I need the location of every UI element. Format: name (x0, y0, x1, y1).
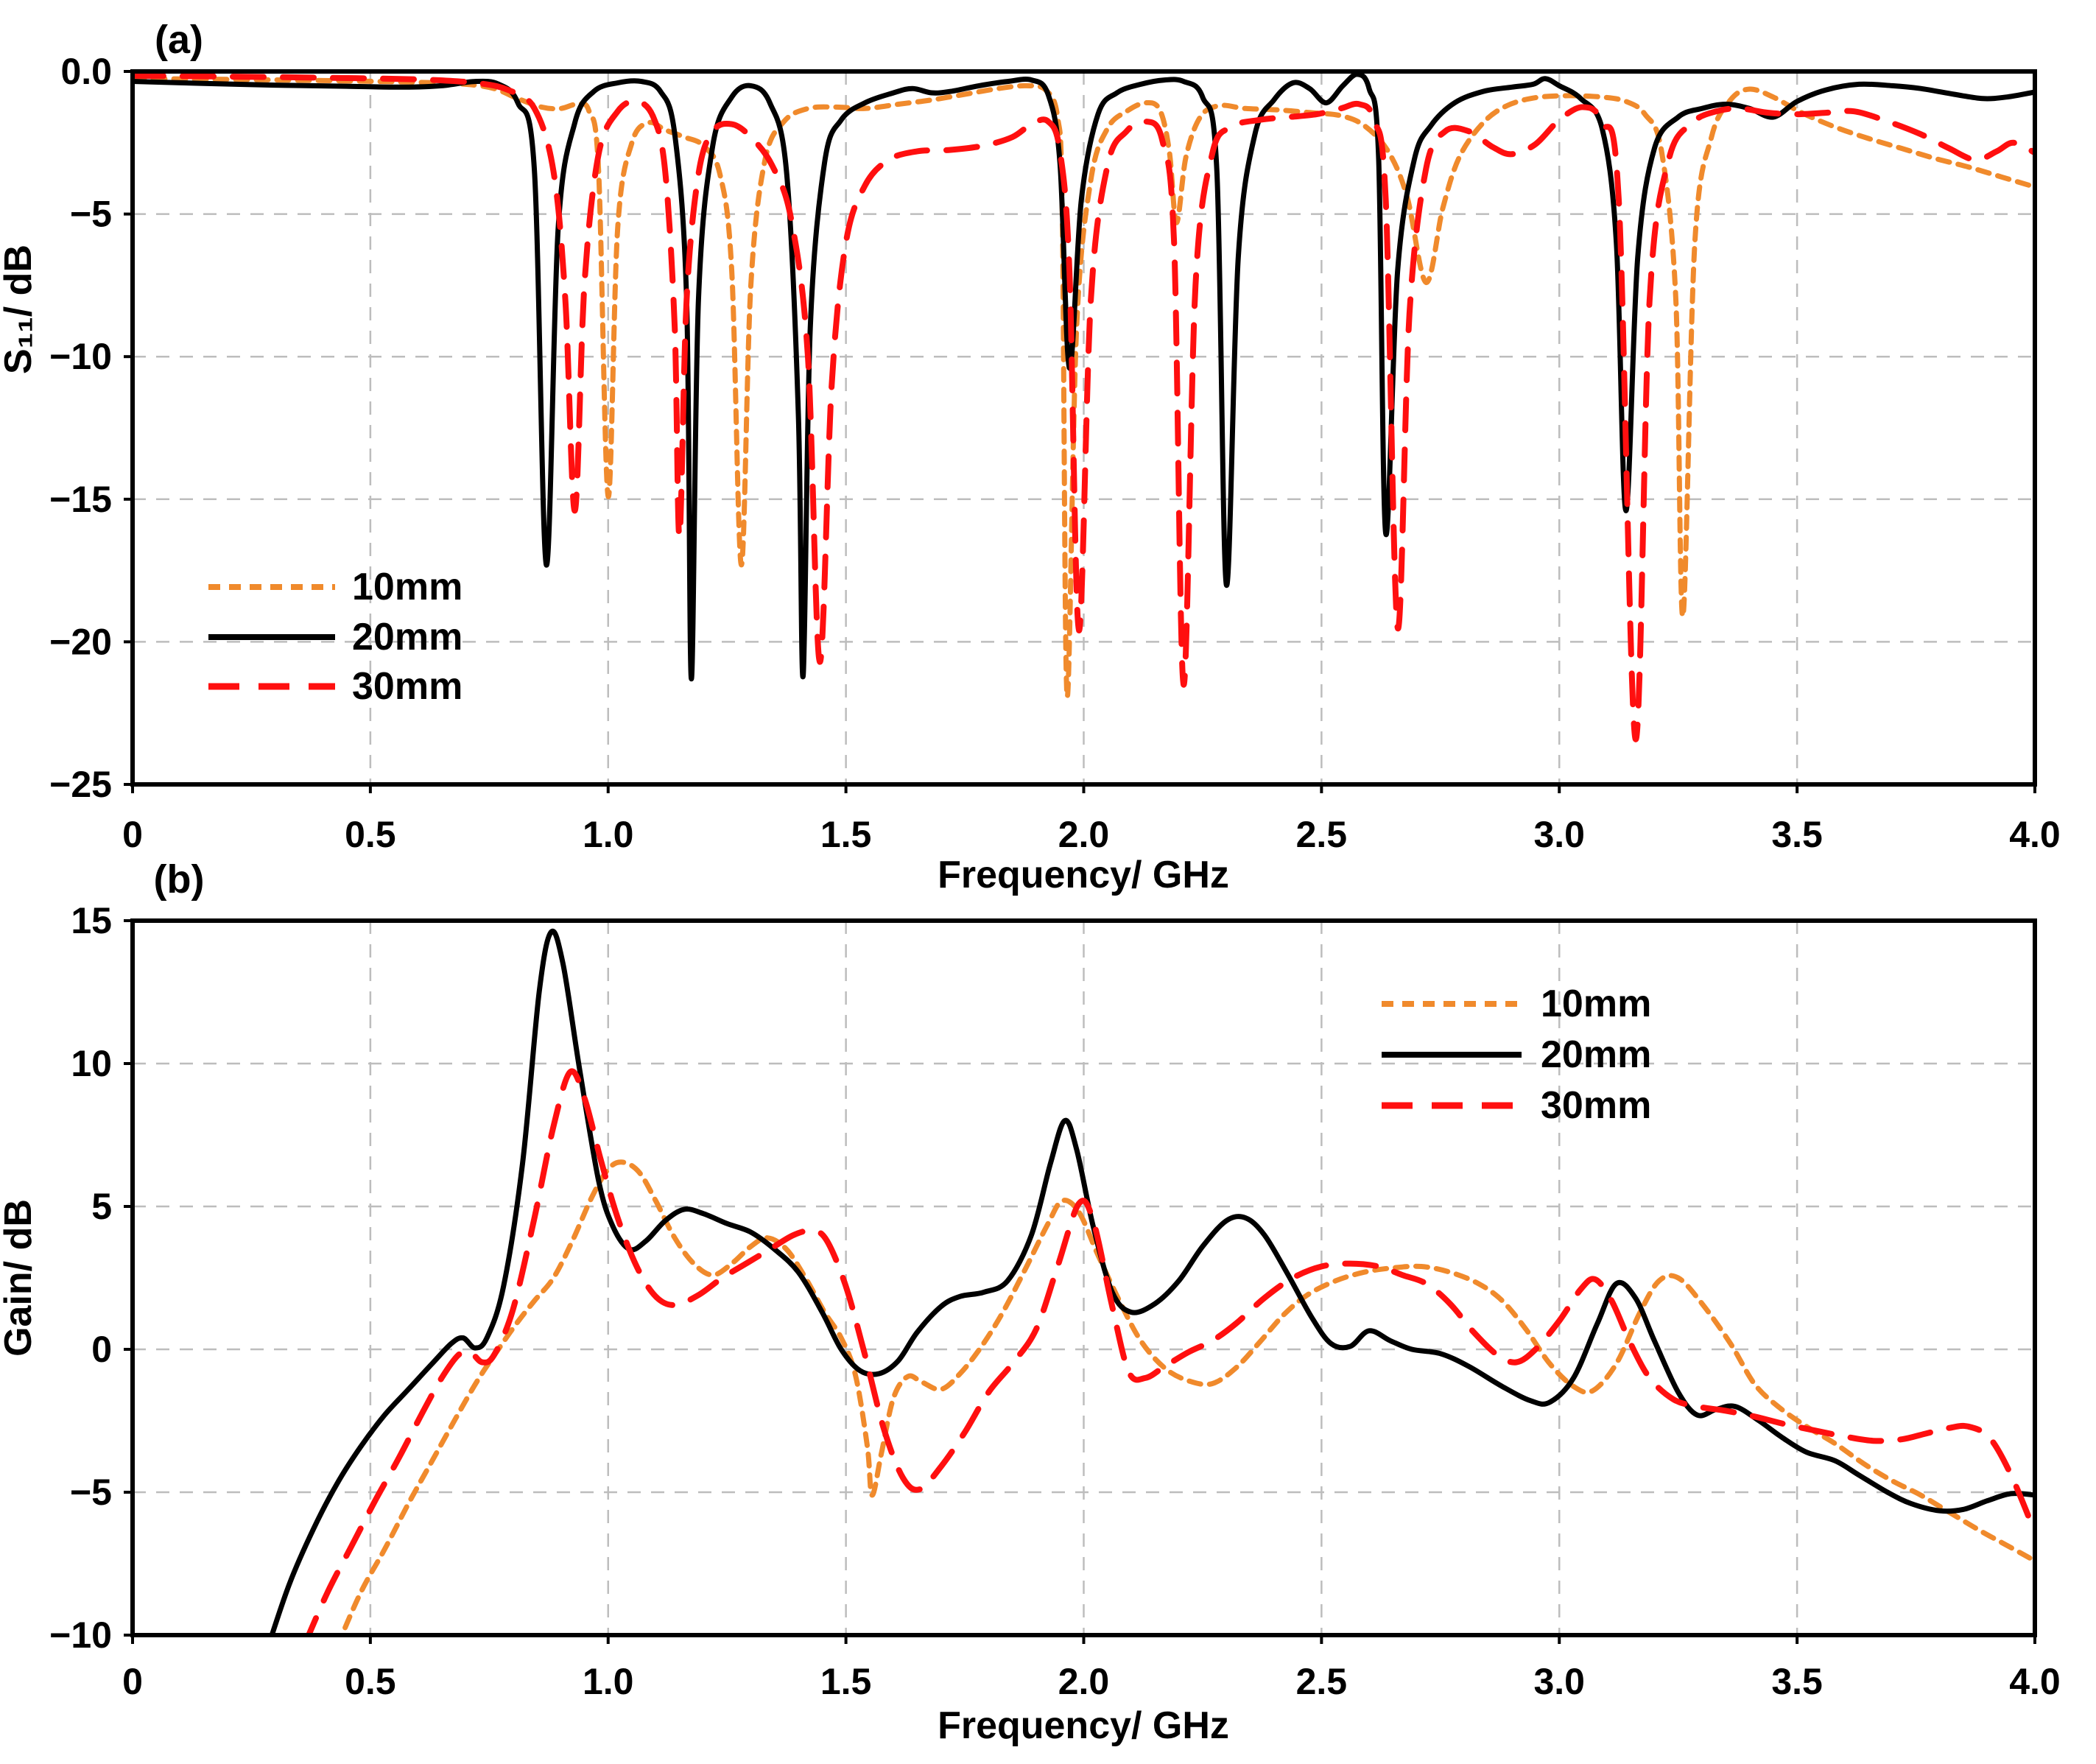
series-line-30mm (133, 72, 2035, 742)
x-tick-label: 2.5 (1296, 814, 1348, 855)
series-group (269, 928, 2035, 1635)
gridlines (133, 71, 2035, 784)
y-axis-title: S₁₁/ dB (0, 245, 40, 374)
legend-label-30mm: 30mm (352, 665, 463, 708)
legend-label-10mm: 10mm (1541, 983, 1651, 1025)
chart-gain: 0 0.5 1.0 1.5 2.0 2.5 3.0 3.5 4.0 15 10 5 0 −5 −10 Freq… (0, 857, 2061, 1747)
legend: 10mm 20mm 30mm (208, 566, 463, 708)
legend-label-10mm: 10mm (352, 566, 463, 608)
y-tick-label: 5 (91, 1186, 112, 1227)
y-tick-label: −10 (49, 336, 112, 377)
legend-label-20mm: 20mm (1541, 1033, 1651, 1076)
gridlines (133, 921, 2035, 1635)
y-tick-label: −25 (49, 764, 112, 805)
y-tick-label: 15 (71, 900, 112, 941)
y-tick-label: 10 (71, 1043, 112, 1084)
x-tick-label: 2.0 (1058, 814, 1110, 855)
x-tick-label: 1.5 (820, 814, 872, 855)
y-tick-label: −15 (49, 479, 112, 520)
y-tick-label: −20 (49, 621, 112, 662)
series-group (133, 71, 2035, 742)
series-line-10mm (133, 76, 2035, 700)
legend-label-30mm: 30mm (1541, 1084, 1651, 1127)
y-tick-label: −5 (70, 194, 112, 235)
panel-label: (b) (154, 857, 205, 902)
series-line-20mm (269, 928, 2035, 1635)
x-axis-title: Frequency/ GHz (938, 854, 1229, 896)
x-axis-title: Frequency/ GHz (938, 1704, 1229, 1747)
y-axis-title: Gain/ dB (0, 1199, 40, 1357)
panel-label: (a) (155, 18, 203, 62)
x-tick-label: 0.5 (345, 1661, 396, 1702)
x-tick-label: 4.0 (2009, 814, 2061, 855)
x-tick-label: 2.0 (1058, 1661, 1110, 1702)
series-line-10mm (339, 1159, 2035, 1635)
x-tick-label: 1.0 (583, 1661, 634, 1702)
x-tick-label: 3.0 (1533, 1661, 1585, 1702)
x-tick-label: 3.5 (1771, 814, 1823, 855)
legend-label-20mm: 20mm (352, 616, 463, 658)
x-tick-label: 0 (122, 1661, 143, 1702)
x-tick-label: 1.5 (820, 1661, 872, 1702)
x-tick-label: 3.5 (1771, 1661, 1823, 1702)
y-tick-label: 0.0 (60, 51, 112, 92)
chart-s11: 0 0.5 1.0 1.5 2.0 2.5 3.0 3.5 4.0 0.0 −5 −10 −15 −20 −… (0, 18, 2061, 896)
y-tick-label: −10 (49, 1614, 112, 1656)
x-tick-label: 2.5 (1296, 1661, 1348, 1702)
x-tick-label: 0.5 (345, 814, 396, 855)
x-tick-label: 3.0 (1533, 814, 1585, 855)
x-tick-label: 1.0 (583, 814, 634, 855)
series-line-20mm (133, 71, 2035, 682)
x-tick-label: 0 (122, 814, 143, 855)
y-tick-label: 0 (91, 1329, 112, 1370)
y-tick-label: −5 (70, 1472, 112, 1513)
legend: 10mm 20mm 30mm (1382, 983, 1651, 1127)
series-line-30mm (305, 1068, 2035, 1635)
x-tick-label: 4.0 (2009, 1661, 2061, 1702)
